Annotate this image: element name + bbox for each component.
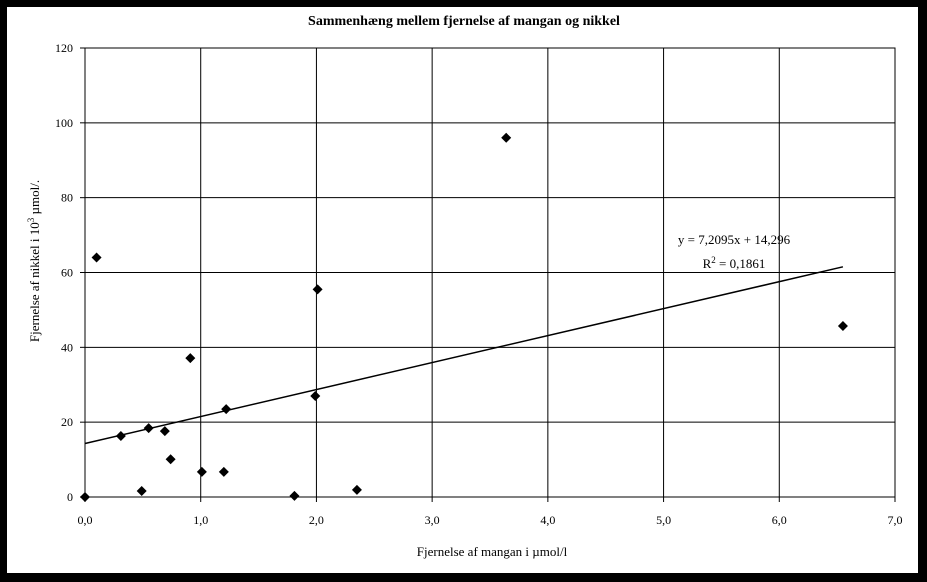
data-point	[312, 284, 323, 295]
data-point	[91, 252, 102, 263]
data-point	[310, 390, 321, 401]
data-point	[159, 426, 170, 437]
data-point	[136, 486, 147, 497]
y-tick-label: 40	[61, 340, 73, 354]
data-point	[115, 431, 126, 442]
r2-sup: 2	[711, 255, 716, 265]
trendline	[84, 266, 844, 445]
x-tick-label: 5,0	[656, 513, 671, 527]
y-axis-label-prefix: Fjernelse af nikkel i 10	[27, 222, 42, 342]
data-point	[501, 132, 512, 143]
x-tick-label: 6,0	[772, 513, 787, 527]
y-tick-label: 120	[55, 41, 73, 55]
tick-labels: 0 20 40 60 80 100 120 0,0 1,0 2,0 3,0 4,0 5,0 6,0 7,0	[55, 41, 903, 527]
y-axis-label-suffix: µmol/.	[27, 180, 42, 218]
y-tick-label: 20	[61, 415, 73, 429]
x-axis-label: Fjernelse af mangan i µmol/l	[417, 544, 568, 559]
x-tick-label: 7,0	[888, 513, 903, 527]
trendline-equation: y = 7,2095x + 14,296	[678, 232, 791, 247]
r2-suffix: = 0,1861	[716, 256, 766, 271]
trendline-r2: R2 = 0,1861	[703, 255, 766, 271]
x-tick-label: 4,0	[540, 513, 555, 527]
data-points	[80, 132, 848, 502]
data-point	[289, 490, 300, 501]
data-point	[185, 353, 196, 364]
data-point	[221, 404, 232, 415]
data-point	[165, 454, 176, 465]
x-tick-label: 0,0	[78, 513, 93, 527]
data-point	[837, 321, 848, 332]
data-point	[80, 492, 90, 502]
data-point	[218, 466, 229, 477]
chart-title: Sammenhæng mellem fjernelse af mangan og…	[308, 14, 620, 29]
y-tick-label: 60	[61, 266, 73, 280]
y-tick-label: 80	[61, 191, 73, 205]
r2-prefix: R	[703, 256, 712, 271]
x-tick-label: 2,0	[309, 513, 324, 527]
grid	[80, 47, 896, 502]
scatter-chart: Sammenhæng mellem fjernelse af mangan og…	[26, 14, 903, 559]
chart-frame: Sammenhæng mellem fjernelse af mangan og…	[6, 6, 919, 574]
data-point	[196, 466, 207, 477]
x-tick-label: 3,0	[425, 513, 440, 527]
y-axis-label: Fjernelse af nikkel i 103 µmol/.	[26, 180, 42, 342]
data-point	[143, 423, 154, 434]
x-tick-label: 1,0	[193, 513, 208, 527]
y-tick-label: 0	[67, 490, 73, 504]
data-point	[351, 484, 362, 495]
y-axis-label-sup: 3	[26, 217, 36, 222]
y-tick-label: 100	[55, 116, 73, 130]
